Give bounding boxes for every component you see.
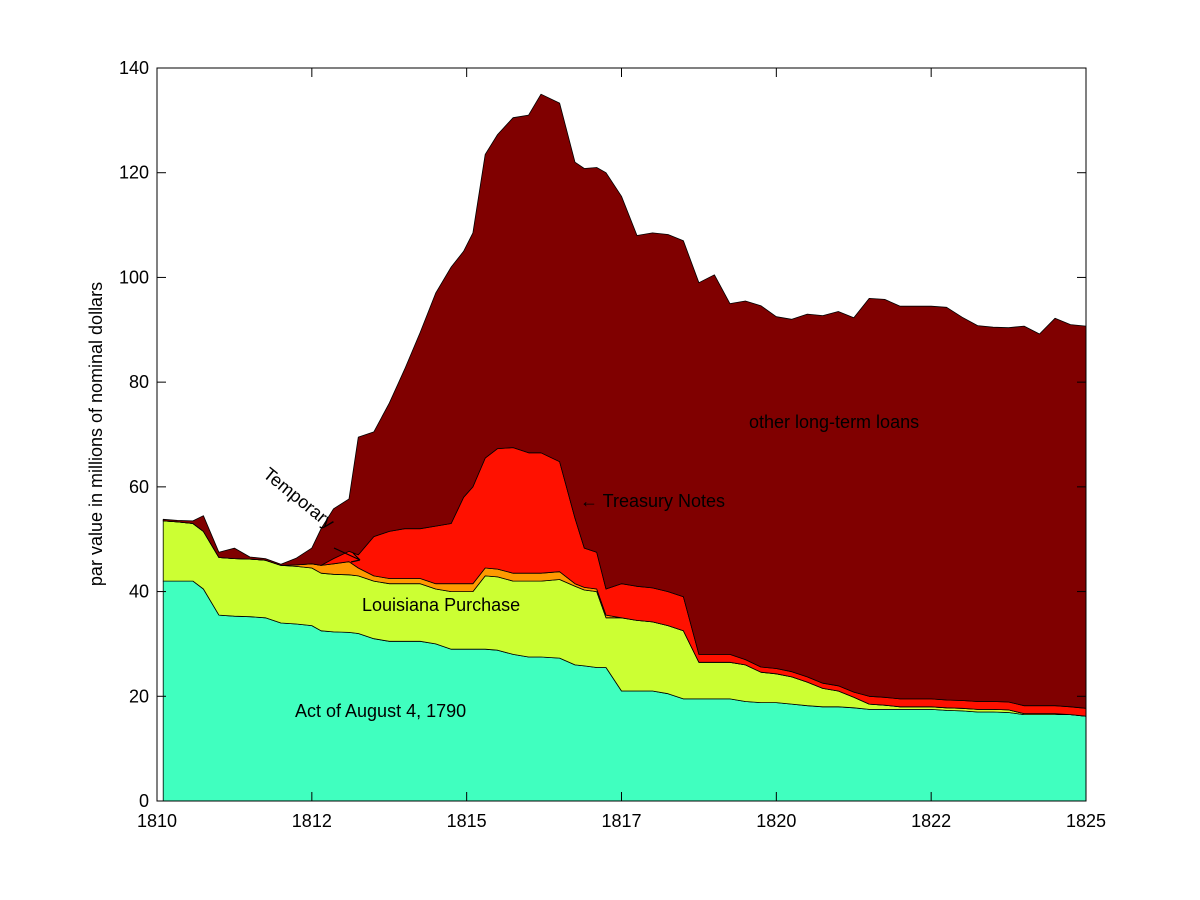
y-axis-label: par value in millions of nominal dollars <box>86 282 106 586</box>
y-tick-label: 140 <box>119 58 149 78</box>
y-tick-label: 0 <box>139 791 149 811</box>
y-tick-label: 40 <box>129 582 149 602</box>
x-tick-label: 1817 <box>601 811 641 831</box>
x-tick-label: 1810 <box>137 811 177 831</box>
tick-layer: 1810 1812 1815 1817 1820 1822 1825 0 20 40 60 80 100… <box>119 58 1106 831</box>
y-tick-label: 80 <box>129 372 149 392</box>
y-tick-label: 120 <box>119 163 149 183</box>
x-tick-label: 1812 <box>292 811 332 831</box>
x-tick-label: 1825 <box>1066 811 1106 831</box>
annotation-act-1790: Act of August 4, 1790 <box>295 701 466 721</box>
annotation-other-long-term-loans: other long-term loans <box>749 412 919 432</box>
y-tick-label: 20 <box>129 686 149 706</box>
x-tick-label: 1815 <box>447 811 487 831</box>
annotation-treasury-notes: ← Treasury Notes <box>580 491 725 511</box>
y-tick-label: 100 <box>119 267 149 287</box>
x-tick-label: 1820 <box>756 811 796 831</box>
x-tick-label: 1822 <box>911 811 951 831</box>
annotation-louisiana-purchase: Louisiana Purchase <box>362 595 520 615</box>
y-tick-label: 60 <box>129 477 149 497</box>
temporary-arrow <box>333 547 361 563</box>
